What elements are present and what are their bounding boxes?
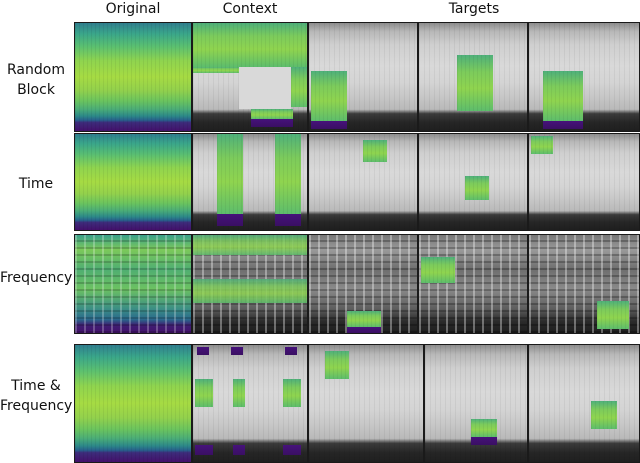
- context-visible-block: [197, 347, 209, 355]
- context-visible-block: [217, 134, 243, 214]
- context-visible-block: [217, 214, 243, 226]
- target-block: [363, 140, 387, 162]
- row-label-line1: Time: [18, 176, 54, 192]
- context-visible-block: [275, 214, 301, 226]
- row1-target2-spectrogram: [418, 22, 528, 132]
- row1-original-spectrogram: [74, 22, 192, 132]
- row2-target2-spectrogram: [418, 133, 528, 231]
- target-block: [543, 71, 583, 121]
- context-visible-block: [275, 134, 301, 214]
- context-visible-block: [283, 445, 301, 455]
- masked-region: [239, 67, 291, 109]
- row-label-line2: Block: [17, 82, 55, 98]
- header-original: Original: [105, 1, 161, 17]
- target-block: [347, 311, 381, 327]
- row2-original-spectrogram: [74, 133, 192, 231]
- target-block: [471, 437, 497, 445]
- target-block: [311, 71, 347, 121]
- context-visible-block: [233, 379, 245, 407]
- row-label-line1: Random: [7, 62, 65, 78]
- context-visible-block: [195, 379, 213, 407]
- context-visible-block: [283, 379, 301, 407]
- context-visible-block: [233, 445, 245, 455]
- context-visible-block: [291, 67, 307, 107]
- row4-target2-spectrogram: [424, 344, 528, 463]
- target-block: [457, 55, 493, 111]
- row1-target1-spectrogram: [308, 22, 418, 132]
- row-label-line1: Time &: [11, 378, 61, 394]
- target-block: [591, 401, 617, 429]
- row3-target3-spectrogram: [528, 234, 640, 334]
- row3-target2-spectrogram: [418, 234, 528, 334]
- target-block: [543, 121, 583, 129]
- context-visible-block: [193, 67, 239, 73]
- row-label-line1: Frequency: [0, 270, 73, 286]
- target-block: [325, 351, 349, 379]
- row-label-frequency: Frequency: [0, 268, 72, 288]
- row3-target1-spectrogram: [308, 234, 418, 334]
- target-block: [347, 327, 381, 333]
- row4-target3-spectrogram: [528, 344, 640, 463]
- header-context: Context: [222, 1, 278, 17]
- target-block: [531, 136, 553, 154]
- row2-target3-spectrogram: [528, 133, 640, 231]
- row-label-time: Time: [0, 174, 72, 194]
- row1-target3-spectrogram: [528, 22, 640, 132]
- context-visible-block: [285, 347, 297, 355]
- row1-context-spectrogram: [192, 22, 308, 132]
- row3-original-spectrogram: [74, 234, 192, 334]
- row3-context-spectrogram: [192, 234, 308, 334]
- row2-target1-spectrogram: [308, 133, 418, 231]
- target-block: [421, 257, 455, 283]
- context-visible-block: [231, 347, 243, 355]
- row-label-random-block: Random Block: [0, 60, 72, 100]
- context-visible-block: [193, 23, 307, 67]
- row4-original-spectrogram: [74, 344, 192, 463]
- row4-target1-spectrogram: [308, 344, 424, 463]
- row-label-time-frequency: Time & Frequency: [0, 376, 72, 416]
- row2-context-spectrogram: [192, 133, 308, 231]
- context-visible-block: [251, 119, 293, 127]
- context-visible-block: [251, 109, 293, 119]
- target-block: [311, 121, 347, 129]
- header-targets: Targets: [448, 1, 500, 17]
- row-label-line2: Frequency: [0, 398, 73, 414]
- target-block: [465, 176, 489, 200]
- context-visible-block: [193, 279, 307, 303]
- target-block: [597, 301, 629, 329]
- context-visible-block: [195, 445, 213, 455]
- context-visible-block: [193, 235, 307, 255]
- target-block: [471, 419, 497, 437]
- row4-context-spectrogram: [192, 344, 308, 463]
